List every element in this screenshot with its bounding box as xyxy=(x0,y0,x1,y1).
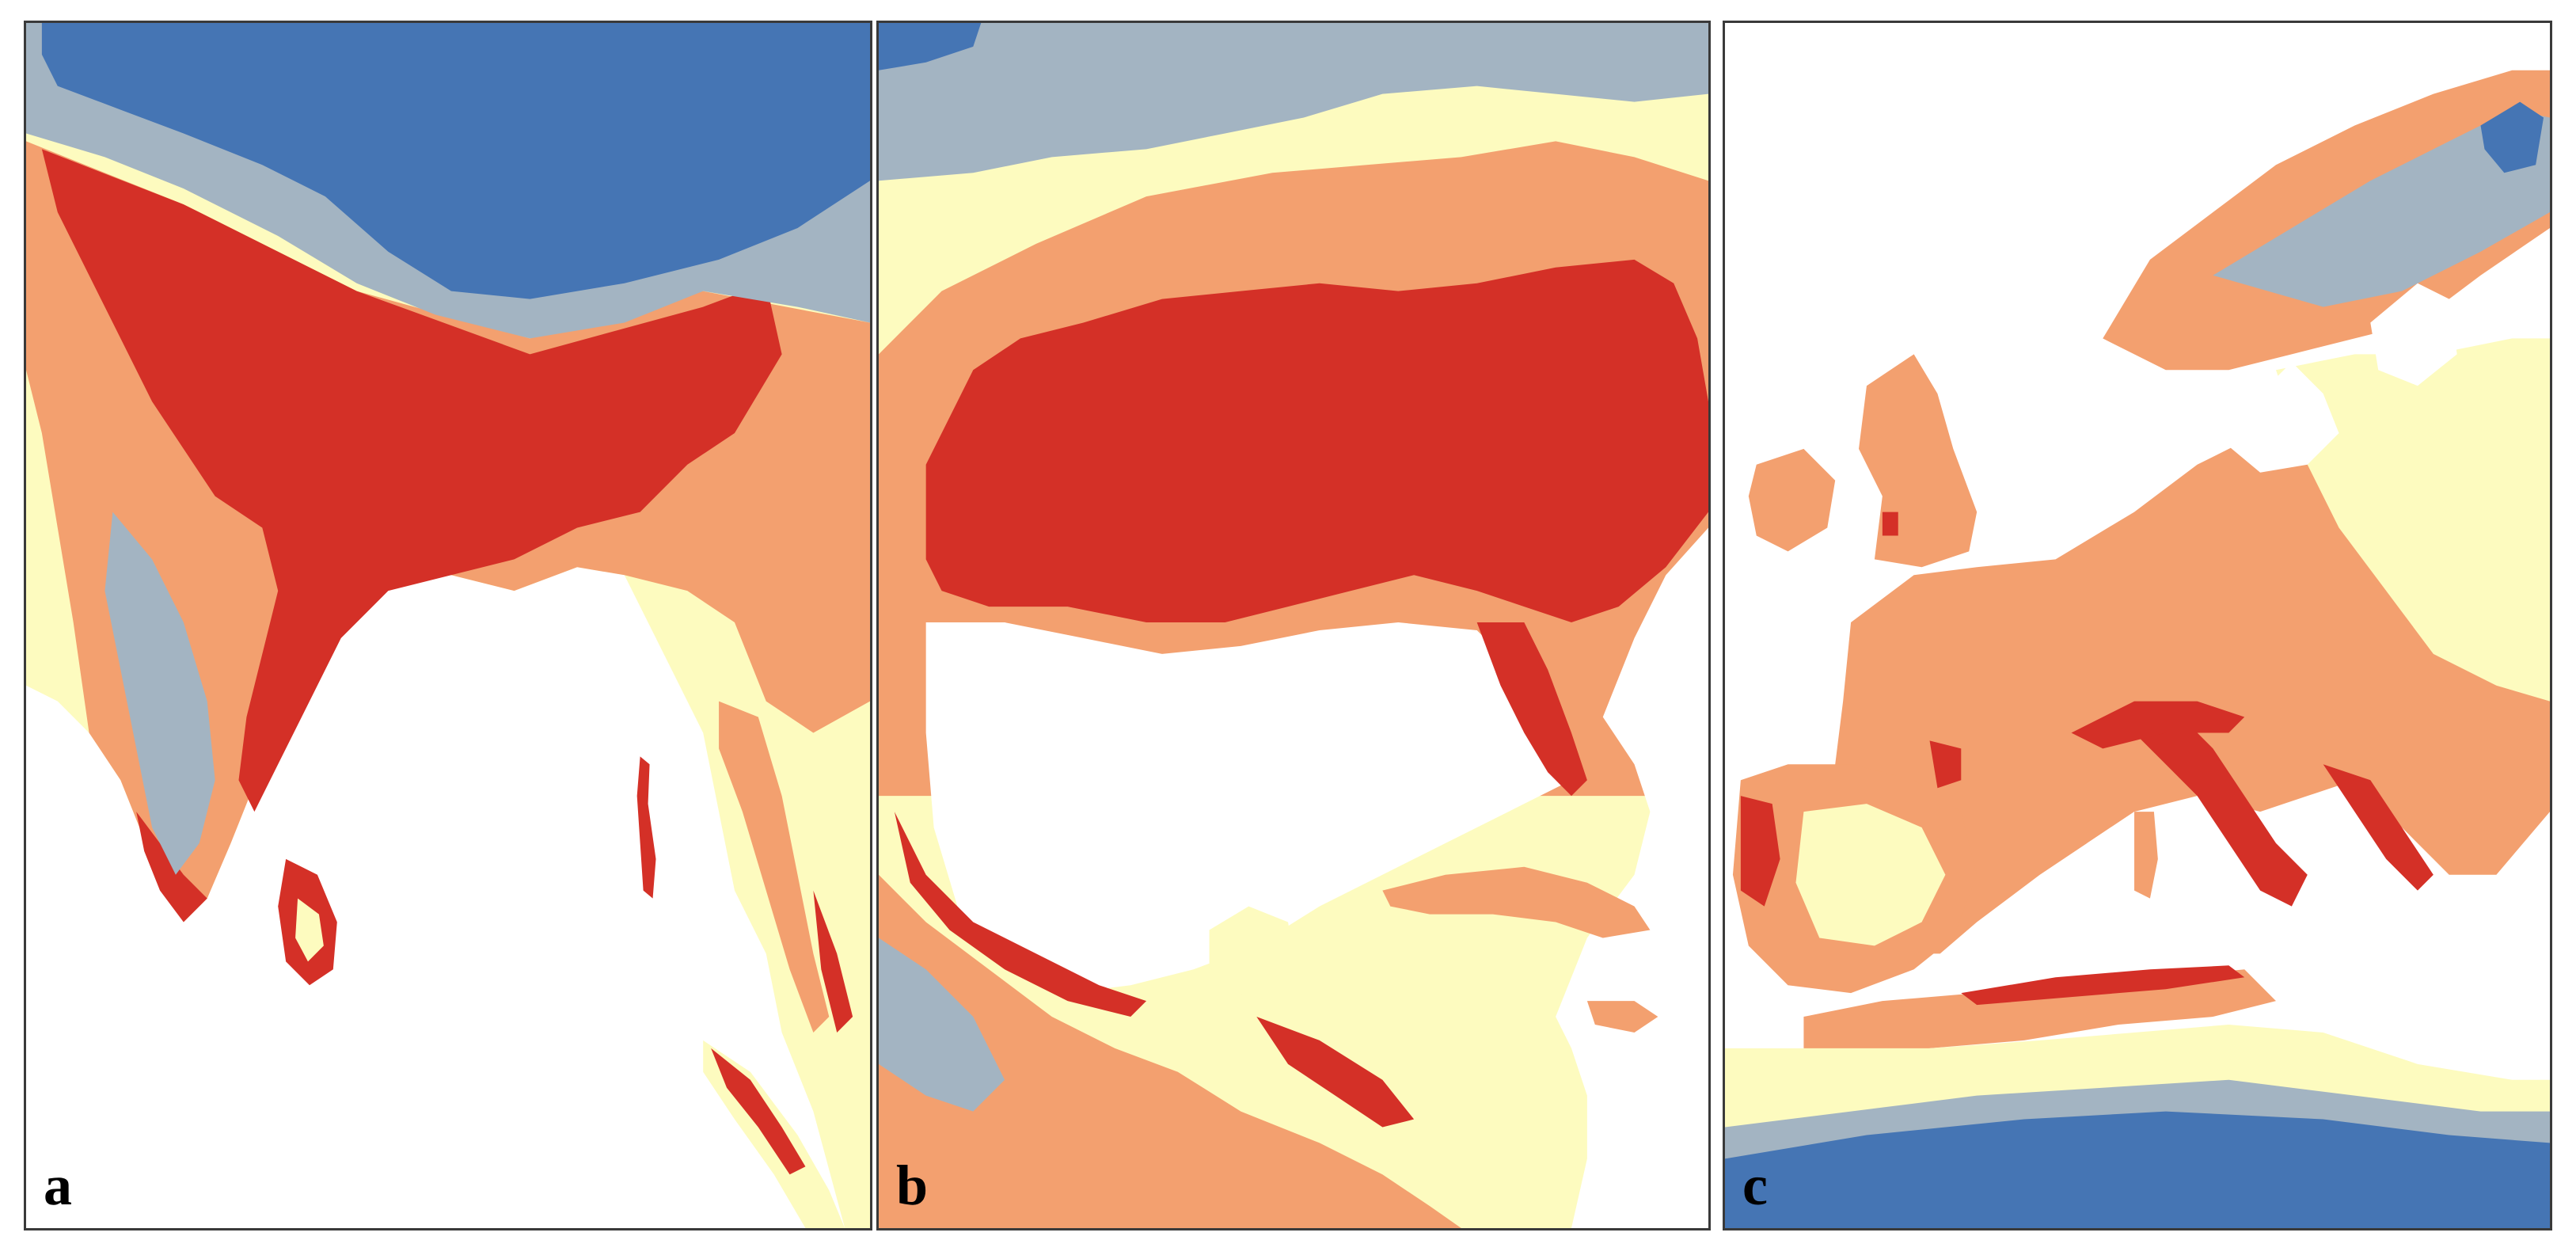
island-sri-lanka-core xyxy=(295,898,324,962)
zone-moderate-east xyxy=(2275,338,2550,702)
zone-low-mexico xyxy=(879,938,1005,1112)
water-gulf-of-mexico xyxy=(925,622,1571,994)
zone-high-indochina xyxy=(719,701,830,1033)
zone-very-high xyxy=(925,259,1708,623)
map-panel-b: b xyxy=(876,21,1711,1230)
zone-high-north-africa xyxy=(1803,969,2276,1056)
panel-label-b: b xyxy=(896,1154,929,1217)
zone-very-high-peninsula xyxy=(813,890,853,1033)
zone-very-high-balkans xyxy=(2323,764,2434,891)
zone-moderate-iberia xyxy=(1795,804,1946,946)
zone-very-low-sahara xyxy=(1725,1111,2550,1228)
zone-very-high-portugal xyxy=(1740,796,1780,907)
zone-very-high-biscay xyxy=(1929,740,1962,789)
zone-very-high-mexico xyxy=(894,812,1147,1017)
zone-very-high-yucatan xyxy=(1256,1017,1415,1128)
zone-low-deccan xyxy=(104,512,215,875)
zone-low-north xyxy=(879,23,1708,181)
zone-very-high-wales xyxy=(1882,512,1898,536)
map-panel-c: c xyxy=(1723,21,2552,1230)
island-sumatra-edge xyxy=(711,1048,806,1175)
panel-label-a: a xyxy=(44,1154,72,1217)
island-corsica-sardinia xyxy=(2134,812,2158,899)
map-a xyxy=(26,23,870,1228)
water-gulf-bothnia xyxy=(2370,283,2457,386)
zone-very-low-north xyxy=(879,23,982,70)
island-cuba xyxy=(1382,866,1651,938)
water-atlantic xyxy=(1556,527,1708,1228)
peninsula-italy xyxy=(2134,717,2308,907)
panel-label-c: c xyxy=(1742,1154,1768,1217)
map-b xyxy=(879,23,1708,1228)
map-panel-a: a xyxy=(24,21,872,1230)
zone-very-high xyxy=(41,149,782,812)
zone-low-scandinavia xyxy=(2213,109,2550,307)
island-ireland xyxy=(1748,448,1836,552)
zone-very-high-alps xyxy=(2071,701,2245,749)
water-bay-of-bengal xyxy=(26,591,735,1228)
zone-very-low-scandinavia xyxy=(2480,101,2544,173)
islands-andaman xyxy=(636,756,656,899)
water-baltic xyxy=(2213,362,2339,473)
peninsula-yucatan xyxy=(1209,906,1296,1002)
island-hispaniola xyxy=(1586,1001,1658,1033)
peninsula-florida xyxy=(1476,622,1587,797)
zone-very-high-atlas xyxy=(1961,965,2245,1006)
zone-high-central-america xyxy=(879,874,1461,1228)
zone-very-low-tibet xyxy=(41,23,870,299)
map-c xyxy=(1725,23,2550,1228)
